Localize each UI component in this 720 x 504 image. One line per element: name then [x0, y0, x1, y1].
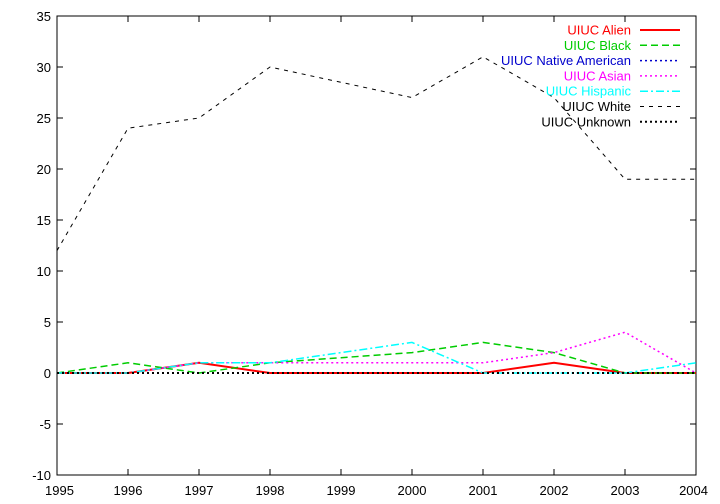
x-tick-label: 1996 — [114, 483, 143, 498]
y-tick-label: 15 — [37, 213, 51, 228]
x-tick-label: 1995 — [45, 483, 74, 498]
y-tick-label: -10 — [32, 468, 51, 483]
y-tick-label: 35 — [37, 9, 51, 24]
x-tick-label: 2001 — [469, 483, 498, 498]
y-tick-label: 5 — [44, 315, 51, 330]
series-line-uiuc-black — [56, 341, 696, 374]
series-line-uiuc-alien — [57, 361, 696, 374]
y-tick-label: 0 — [44, 366, 51, 381]
plot-frame — [56, 15, 697, 476]
x-tick-label: 2003 — [611, 483, 640, 498]
legend-label: UIUC White — [562, 99, 631, 114]
legend-label: UIUC Unknown — [541, 114, 631, 129]
y-tick-label: 25 — [37, 111, 51, 126]
y-tick-label: -5 — [39, 417, 51, 432]
y-tick-label: 30 — [37, 60, 51, 75]
series-line-uiuc-asian — [57, 331, 697, 374]
x-tick-label: 1999 — [327, 483, 356, 498]
y-tick-label: 20 — [37, 162, 51, 177]
y-tick-label: 10 — [37, 264, 51, 279]
legend-label: UIUC Alien — [567, 23, 631, 38]
x-tick-label: 2002 — [540, 483, 569, 498]
legend-label: UIUC Native American — [501, 53, 631, 68]
legend-label: UIUC Hispanic — [546, 84, 632, 99]
x-tick-label: 1998 — [256, 483, 285, 498]
x-tick-label: 2000 — [398, 483, 427, 498]
y-axis: -10 -5 0 5 10 15 20 25 30 35 — [32, 9, 696, 483]
series-layer — [56, 56, 697, 374]
x-tick-label: 1997 — [185, 483, 214, 498]
legend-label: UIUC Asian — [564, 68, 631, 83]
legend-label: UIUC Black — [564, 38, 632, 53]
x-tick-label: 2004 — [679, 483, 708, 498]
series-line-uiuc-hispanic — [57, 341, 697, 374]
x-axis: 1995 1996 1997 1998 1999 2000 2001 2002 2003 2004 — [45, 16, 708, 498]
